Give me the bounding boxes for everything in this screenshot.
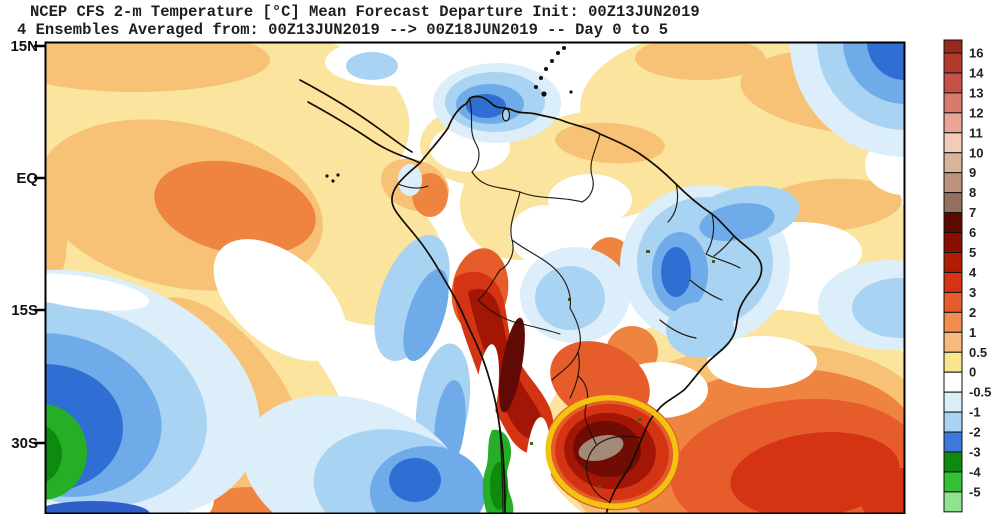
lat-label-15s: 15S — [11, 302, 38, 319]
colorbar-box — [943, 431, 963, 453]
colorbar-tick-label: -3 — [969, 445, 981, 460]
map-specks — [530, 250, 715, 488]
colorbar-box — [943, 52, 963, 74]
colorbar-box — [943, 172, 963, 194]
colorbar-tick-label: 12 — [969, 105, 983, 120]
colorbar-tick-label: 10 — [969, 145, 983, 160]
colorbar-box — [943, 411, 963, 433]
colorbar-box — [943, 232, 963, 254]
lat-ticks — [34, 44, 45, 445]
colorbar-box — [943, 192, 963, 214]
colorbar-box — [943, 331, 963, 353]
colorbar-box — [943, 212, 963, 234]
colorbar-tick-label: 13 — [969, 85, 983, 100]
colorbar-box — [943, 291, 963, 313]
colorbar-box — [943, 92, 963, 114]
colorbar-box — [943, 271, 963, 293]
highlight-ellipse — [545, 395, 679, 509]
colorbar-box — [943, 391, 963, 413]
colorbar-box — [943, 311, 963, 333]
colorbar-tick-label: -4 — [969, 464, 981, 479]
colorbar-tick-label: 11 — [969, 125, 983, 140]
colorbar-tick-label: -2 — [969, 425, 981, 440]
island-dots — [325, 46, 573, 183]
colorbar-tick-label: -5 — [969, 484, 981, 499]
colorbar-tick-label: 5 — [969, 245, 976, 260]
colorbar-box — [943, 351, 963, 373]
colorbar-box — [943, 152, 963, 174]
colorbar-box — [943, 112, 963, 134]
colorbar-box — [943, 471, 963, 493]
colorbar-box — [943, 72, 963, 94]
colorbar-tick-label: 14 — [969, 65, 984, 80]
colorbar-tick-label: 2 — [969, 305, 976, 320]
lat-label-15n: 15N — [10, 38, 38, 55]
colorbar-box — [943, 252, 963, 273]
lat-label-eq: EQ — [16, 170, 38, 187]
lat-label-30s: 30S — [11, 435, 38, 452]
colorbar-tick-label: -0.5 — [969, 385, 991, 400]
colorbar-tick-label: 0 — [969, 365, 976, 380]
map-title-line1: NCEP CFS 2-m Temperature [°C] Mean Forec… — [30, 3, 700, 21]
colorbar-box — [943, 451, 963, 473]
colorbar-box — [943, 132, 963, 154]
colorbar-tick-label: 8 — [969, 185, 976, 200]
colorbar-tick-label: 6 — [969, 225, 976, 240]
colorbar-tick-label: 7 — [969, 205, 976, 220]
colorbar-tick-label: -1 — [969, 405, 981, 420]
colorbar-box — [943, 39, 963, 54]
colorbar-tick-label: 16 — [969, 46, 983, 61]
country-borders — [397, 99, 741, 514]
colorbar-tick-label: 3 — [969, 285, 976, 300]
colorbar-tick-label: 4 — [969, 265, 977, 280]
map-title-line2: 4 Ensembles Averaged from: 00Z13JUN2019 … — [17, 21, 669, 39]
colorbar-box — [943, 371, 963, 393]
colorbar-tick-label: 9 — [969, 165, 976, 180]
colorbar-tick-label: 0.5 — [969, 345, 987, 360]
colorbar-box — [943, 491, 963, 513]
colorbar: 16 14 13 12 11 10 9 8 7 6 5 4 3 2 1 0.5 0 -0.5 -1 -2 -3 -4 -5 — [943, 39, 991, 513]
colorbar-tick-label: 1 — [969, 325, 976, 340]
